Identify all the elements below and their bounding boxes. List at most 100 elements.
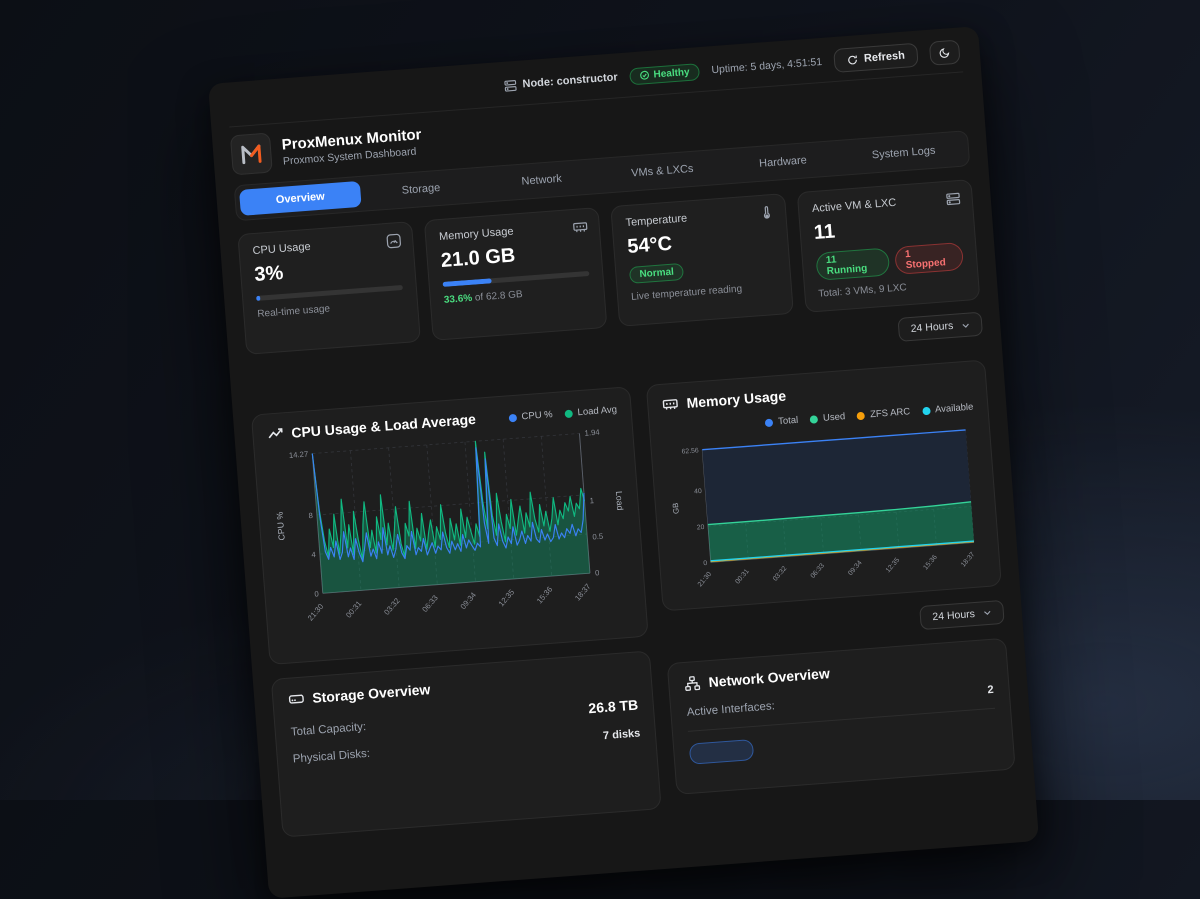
memory-card-title: Memory Usage xyxy=(438,225,514,244)
cpu-usage-card: CPU Usage 3% Real-time usage xyxy=(237,221,421,355)
y-left-tick-label: 8 xyxy=(308,511,313,520)
x-tick-label: 15:36 xyxy=(535,585,554,606)
tab-vms-lxcs[interactable]: VMs & LXCs xyxy=(630,162,694,180)
band-area xyxy=(702,429,972,525)
right-column: Memory Usage Total Used ZFS ARC Availabl… xyxy=(646,359,1016,795)
memory-caption: 33.6% of 62.8 GB xyxy=(443,284,590,306)
legend-used: Used xyxy=(809,411,846,425)
refresh-icon xyxy=(847,54,859,66)
proxmenux-logo xyxy=(229,132,273,176)
temperature-card: Temperature 54°C Normal Live temperature… xyxy=(610,193,794,327)
y-left-axis-title: CPU % xyxy=(275,511,287,541)
tab-overview[interactable]: Overview xyxy=(239,180,362,216)
node-indicator: Node: constructor xyxy=(503,71,618,93)
uptime-label: Uptime: 5 days, 4:51:51 xyxy=(711,55,823,77)
y-left-axis-title: GB xyxy=(671,502,681,514)
interface-pill[interactable] xyxy=(689,738,755,765)
cpu-progress-fill xyxy=(256,295,261,301)
moon-icon xyxy=(938,46,951,59)
memory-progress-fill xyxy=(442,278,493,287)
x-tick-label: 21:30 xyxy=(697,571,714,589)
legend-zfs-arc: ZFS ARC xyxy=(856,406,911,421)
cpu-card-title: CPU Usage xyxy=(252,240,312,258)
y-right-tick-label: 1 xyxy=(589,496,594,505)
y-left-tick-label: 40 xyxy=(694,488,702,496)
network-nodes-icon xyxy=(684,675,701,692)
network-overview-card: Network Overview Active Interfaces: 2 xyxy=(667,637,1016,795)
x-tick-label: 00:31 xyxy=(344,599,363,620)
tab-storage[interactable]: Storage xyxy=(401,181,441,197)
theme-toggle-button[interactable] xyxy=(928,39,961,66)
trending-up-icon xyxy=(267,425,284,442)
memory-chart-title: Memory Usage xyxy=(686,387,787,411)
cpu--line xyxy=(311,447,585,563)
x-tick-label: 18:37 xyxy=(573,582,592,603)
stat-cards-row: CPU Usage 3% Real-time usage Memory Usag… xyxy=(237,179,981,355)
node-label: Node: constructor xyxy=(522,71,619,91)
network-row-interfaces: Active Interfaces: 2 xyxy=(686,683,995,719)
storage-overview-card: Storage Overview Total Capacity: 26.8 TB… xyxy=(270,650,663,838)
tab-network[interactable]: Network xyxy=(521,172,563,188)
memory-of-total: of 62.8 GB xyxy=(471,289,524,304)
vm-card-title: Active VM & LXC xyxy=(811,196,897,216)
network-title: Network Overview xyxy=(708,664,831,691)
vm-caption: Total: 3 VMs, 9 LXC xyxy=(818,282,908,300)
network-title-row: Network Overview xyxy=(684,653,992,692)
active-vm-lxc-card: Active VM & LXC 11 11 Running 1 Stopped … xyxy=(796,179,981,313)
legend-dot-total xyxy=(764,418,774,427)
network-interface-count: 2 xyxy=(987,683,995,697)
used-line xyxy=(708,501,972,526)
legend-dot-available xyxy=(921,406,931,415)
tab-system-logs[interactable]: System Logs xyxy=(871,144,936,162)
time-range-select[interactable]: 24 Hours xyxy=(897,311,984,342)
legend-dot-zfs xyxy=(856,411,866,420)
memory-chart-card: Memory Usage Total Used ZFS ARC Availabl… xyxy=(646,359,1002,612)
legend-dot-used xyxy=(809,414,819,424)
temperature-caption: Live temperature reading xyxy=(630,283,743,303)
x-tick-label: 00:31 xyxy=(735,568,752,586)
top-status-bar: Node: constructor Healthy Uptime: 5 days… xyxy=(226,35,964,128)
vm-stopped-badge: 1 Stopped xyxy=(894,241,965,275)
legend-cpu: CPU % xyxy=(508,409,553,423)
vm-count-value: 11 xyxy=(813,220,836,244)
temperature-status-badge: Normal xyxy=(628,262,685,284)
legend-available: Available xyxy=(921,402,974,417)
server-stack-icon xyxy=(945,191,961,207)
time-range-select-2[interactable]: 24 Hours xyxy=(919,599,1005,630)
refresh-button[interactable]: Refresh xyxy=(833,42,919,73)
y-right-tick-label: 1.94 xyxy=(584,428,600,438)
temperature-card-title: Temperature xyxy=(625,212,688,230)
tilted-dashboard: Node: constructor Healthy Uptime: 5 days… xyxy=(208,26,1040,899)
tab-hardware[interactable]: Hardware xyxy=(758,154,808,170)
x-tick-label: 12:35 xyxy=(885,557,902,575)
x-tick-label: 06:33 xyxy=(810,562,827,580)
total-line xyxy=(702,429,967,451)
memory-chart-title-row: Memory Usage xyxy=(662,374,972,413)
cpu-value: 3% xyxy=(253,261,285,287)
cpu-chart-title-row: CPU Usage & Load Average xyxy=(267,411,476,443)
memory-chip-icon xyxy=(662,396,679,413)
legend-load: Load Avg xyxy=(564,404,617,419)
dashboard-panel: Node: constructor Healthy Uptime: 5 days… xyxy=(208,26,1040,899)
range-selector-row: 24 Hours xyxy=(247,311,984,391)
x-tick-label: 09:34 xyxy=(459,590,479,611)
memory-chart: 21:30 00:31 03:32 06:33 09:34 12:35 15:36 18:37… xyxy=(671,429,977,589)
y-right-tick-label: 0 xyxy=(595,568,600,577)
storage-title-row: Storage Overview xyxy=(288,666,637,708)
chevron-down-icon-2 xyxy=(983,608,993,618)
server-icon xyxy=(503,78,517,92)
vm-running-badge: 11 Running xyxy=(815,247,891,281)
cpu-caption: Real-time usage xyxy=(257,303,331,320)
storage-disk-count: 7 disks xyxy=(602,727,641,743)
health-badge: Healthy xyxy=(628,62,701,85)
x-tick-label: 21:30 xyxy=(306,602,325,623)
thermometer-icon xyxy=(759,205,775,221)
chevron-down-icon xyxy=(961,320,971,330)
memory-value: 21.0 GB xyxy=(440,244,517,273)
memory-usage-card: Memory Usage 21.0 GB 33.6% of 62.8 GB xyxy=(423,207,608,341)
y-right-axis-title: Load xyxy=(614,491,625,511)
available-line xyxy=(710,540,975,562)
range-selector-row-2: 24 Hours xyxy=(664,599,1005,649)
cpu-chart-card: CPU Usage & Load Average CPU % Load Avg … xyxy=(250,386,650,666)
ram-icon xyxy=(572,219,588,235)
